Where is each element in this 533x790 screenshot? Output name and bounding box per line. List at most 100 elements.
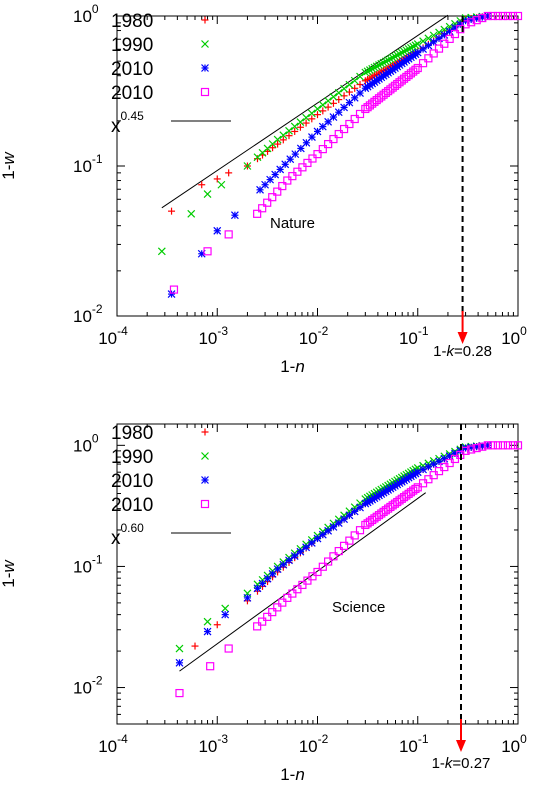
data-point bbox=[404, 45, 413, 53]
data-point bbox=[356, 503, 364, 512]
data-point bbox=[329, 522, 338, 531]
data-point bbox=[283, 176, 292, 185]
reference-power-law-line bbox=[161, 14, 449, 209]
data-point bbox=[493, 441, 502, 450]
data-point bbox=[370, 494, 379, 503]
data-point bbox=[279, 131, 288, 140]
data-point bbox=[318, 562, 327, 571]
data-point bbox=[355, 526, 365, 535]
data-point bbox=[400, 47, 408, 56]
data-point bbox=[340, 515, 348, 524]
data-point bbox=[279, 136, 287, 144]
data-point bbox=[274, 140, 282, 148]
legend-label: 1980 bbox=[111, 423, 153, 444]
data-point bbox=[478, 13, 487, 23]
data-point bbox=[445, 34, 454, 43]
data-point bbox=[355, 109, 365, 119]
data-point bbox=[424, 54, 433, 63]
data-point bbox=[345, 80, 354, 89]
data-point bbox=[329, 552, 338, 561]
series-square bbox=[175, 441, 523, 698]
data-point bbox=[314, 111, 321, 119]
data-point bbox=[313, 534, 322, 543]
x-tick-label: 10-1 bbox=[399, 324, 429, 348]
data-point bbox=[384, 56, 393, 65]
y-tick-label: 10-2 bbox=[73, 674, 103, 698]
data-point bbox=[324, 139, 333, 149]
data-point bbox=[191, 642, 199, 650]
data-point bbox=[224, 644, 233, 653]
data-point bbox=[303, 576, 312, 585]
data-point bbox=[203, 247, 212, 256]
data-point bbox=[329, 134, 338, 144]
series-square bbox=[169, 11, 523, 294]
data-point bbox=[370, 63, 379, 72]
data-point bbox=[307, 538, 316, 547]
data-point bbox=[263, 198, 272, 207]
data-point bbox=[375, 61, 383, 70]
data-point bbox=[268, 140, 277, 148]
data-point bbox=[308, 133, 316, 142]
data-point bbox=[406, 472, 415, 481]
data-point bbox=[313, 105, 322, 113]
legend-label: 2010 bbox=[111, 59, 153, 80]
data-point bbox=[363, 67, 372, 76]
legend-label: 1990 bbox=[111, 447, 153, 468]
y-tick-label: 10-1 bbox=[73, 152, 103, 176]
data-point bbox=[273, 603, 282, 612]
data-point bbox=[298, 580, 307, 590]
data-point bbox=[302, 543, 311, 552]
data-point bbox=[406, 43, 415, 52]
data-point bbox=[424, 34, 433, 43]
data-point bbox=[268, 193, 277, 202]
data-point bbox=[472, 443, 481, 453]
data-point bbox=[303, 158, 312, 168]
data-point bbox=[356, 89, 364, 97]
data-point bbox=[201, 16, 209, 24]
cutoff-arrow-head bbox=[457, 332, 468, 344]
data-point bbox=[411, 484, 420, 494]
data-point bbox=[279, 560, 288, 569]
data-point bbox=[381, 57, 390, 66]
data-point bbox=[424, 41, 433, 50]
data-point bbox=[230, 211, 239, 220]
data-point bbox=[339, 124, 349, 134]
data-point bbox=[411, 65, 420, 74]
data-point bbox=[440, 39, 449, 48]
data-point bbox=[379, 58, 388, 67]
series-star bbox=[175, 441, 492, 667]
data-point bbox=[493, 11, 502, 21]
data-point bbox=[339, 541, 349, 550]
data-point bbox=[498, 11, 508, 21]
data-point bbox=[498, 441, 508, 450]
data-point bbox=[296, 118, 305, 127]
x-tick-label: 10-3 bbox=[198, 732, 228, 756]
y-tick-label: 10-1 bbox=[73, 552, 103, 576]
data-point bbox=[175, 658, 184, 667]
cutoff-arrow-head bbox=[455, 740, 466, 752]
x-tick-label: 100 bbox=[501, 732, 527, 756]
data-point bbox=[201, 428, 209, 436]
science-panel: 10-4 10-3 10-2 10-1 100 10-2 10-1 100 1-n 1-w 1980… bbox=[0, 423, 527, 784]
data-point bbox=[221, 610, 230, 619]
data-point bbox=[478, 442, 487, 451]
data-point bbox=[503, 441, 513, 450]
data-point bbox=[393, 51, 402, 60]
data-point bbox=[411, 50, 420, 59]
data-point bbox=[175, 688, 184, 698]
data-point bbox=[377, 59, 386, 68]
data-point bbox=[278, 181, 287, 191]
data-point bbox=[224, 230, 233, 239]
nature-panel: 10-4 10-3 10-2 10-1 100 10-2 10-1 100 1-n 1-w 1980… bbox=[0, 2, 527, 376]
data-point bbox=[288, 172, 297, 181]
plot-frame bbox=[116, 423, 519, 725]
data-point bbox=[450, 29, 460, 39]
data-point bbox=[313, 567, 322, 577]
data-point bbox=[350, 114, 359, 124]
data-point bbox=[263, 612, 272, 621]
data-point bbox=[253, 622, 262, 631]
data-point bbox=[483, 11, 492, 21]
data-point bbox=[256, 185, 264, 194]
data-point bbox=[283, 593, 292, 602]
x-axis-label: 1-n bbox=[280, 357, 305, 376]
